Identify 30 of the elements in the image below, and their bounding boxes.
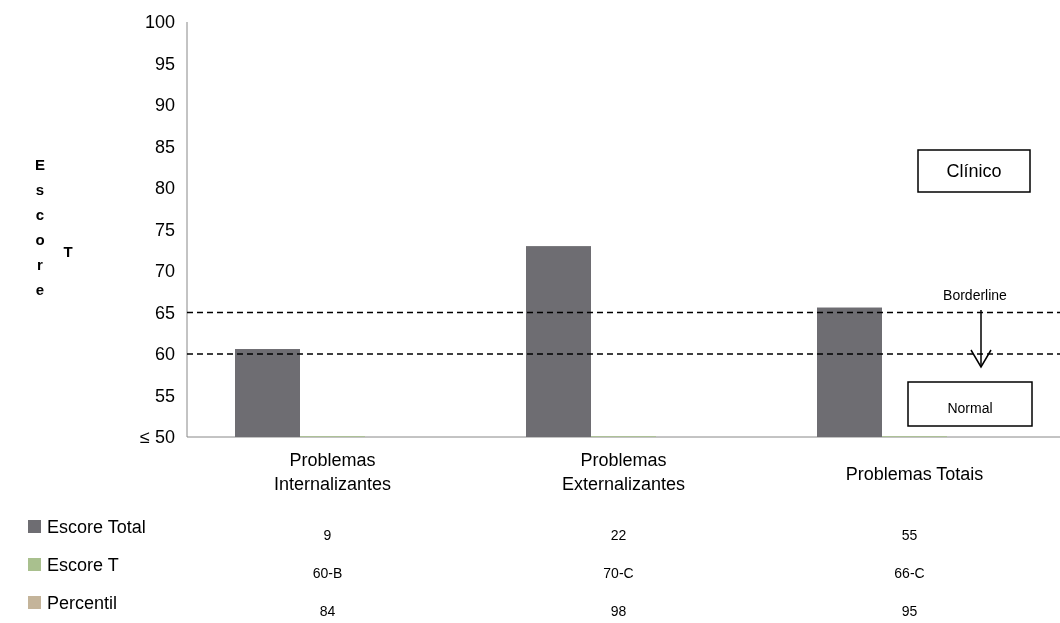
annotation: Clínico <box>946 161 1002 182</box>
y-tick-label: 85 <box>154 136 175 157</box>
y-tick-label: 60 <box>154 344 175 365</box>
text: 98 <box>610 602 627 619</box>
text: 66-C <box>894 564 925 581</box>
x-tick-label: Problemas Internalizantes <box>273 450 392 494</box>
legend-label: Escore T <box>47 555 119 575</box>
y-tick-label: 80 <box>154 178 175 199</box>
annotation: Normal <box>947 399 993 416</box>
x-tick-label: Problemas Totais <box>845 464 984 484</box>
x-tick-label: Problemas Externalizantes <box>561 450 686 494</box>
text: 22 <box>610 526 627 543</box>
legend-label: Escore Total <box>47 517 146 537</box>
y-tick-label: 70 <box>154 261 175 282</box>
y-tick-label: 100 <box>144 12 175 33</box>
text: 9 <box>323 526 332 543</box>
y-tick-label: 55 <box>154 385 175 406</box>
annotation: Borderline <box>943 286 1008 303</box>
text: 60-B <box>312 564 343 581</box>
text: 84 <box>319 602 336 619</box>
text: 55 <box>901 526 918 543</box>
text: 95 <box>901 602 918 619</box>
text: Escore T <box>34 156 73 298</box>
y-tick-label: 65 <box>154 302 175 323</box>
y-tick-label: 90 <box>154 95 175 116</box>
y-tick-label: 95 <box>154 53 175 74</box>
y-tick-label: ≤ 50 <box>140 427 175 448</box>
legend-label: Percentil <box>47 593 118 613</box>
y-tick-label: 75 <box>154 219 175 240</box>
text: 70-C <box>603 564 634 581</box>
